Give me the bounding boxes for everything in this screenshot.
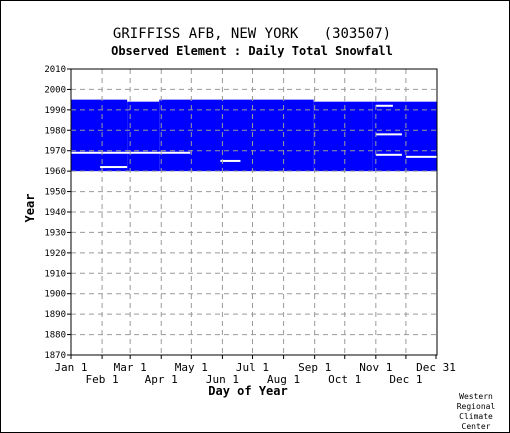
grid-lines [71, 69, 437, 355]
x-axis-ticks: Jan 1 Mar 1 May 1 Jul 1 Sep 1 Nov 1 Dec 31 Feb … [54, 355, 456, 386]
coverage-block-5 [372, 101, 437, 172]
y-tick-label-1920: 1920 [44, 249, 66, 259]
y-tick-label-1940: 1940 [44, 208, 66, 218]
y-tick-label-1960: 1960 [44, 167, 66, 177]
missing-gap-5 [375, 153, 402, 156]
coverage-block-1 [71, 99, 128, 172]
x-tick-label-aug-1: Aug 1 [267, 373, 300, 386]
chart-subtitle: Observed Element : Daily Total Snowfall [111, 44, 393, 58]
y-tick-label-1990: 1990 [44, 106, 66, 116]
x-tick-label-dec-1: Dec 1 [389, 373, 422, 386]
y-tick-label-2010: 2010 [44, 65, 66, 75]
x-tick-label-feb-1: Feb 1 [86, 373, 119, 386]
y-tick-label-1910: 1910 [44, 269, 66, 279]
y-tick-label-2000: 2000 [44, 85, 66, 95]
x-tick-label-nov-1: Nov 1 [359, 361, 392, 374]
coverage-block-4 [313, 101, 373, 172]
missing-gap-6 [375, 104, 393, 107]
y-axis-label: Year [23, 194, 37, 223]
x-tick-label-may-1: May 1 [175, 361, 208, 374]
x-tick-label-sep-1: Sep 1 [298, 361, 331, 374]
y-axis-ticks: 1870 1880 1890 1900 1910 1920 1930 1940 1950 1960… [44, 65, 71, 361]
missing-gap-4 [375, 133, 402, 136]
x-tick-label-jun-1: Jun 1 [206, 373, 239, 386]
missing-gap-2 [100, 166, 128, 169]
y-tick-label-1890: 1890 [44, 310, 66, 320]
y-tick-label-1870: 1870 [44, 351, 66, 361]
y-tick-label-1970: 1970 [44, 147, 66, 157]
missing-gap-7 [405, 155, 437, 158]
data-coverage [71, 99, 437, 172]
credit-line-3: Climate [459, 412, 493, 421]
credit-line-1: Western [459, 392, 493, 401]
coverage-block-3 [159, 99, 314, 172]
missing-data-gaps [71, 104, 437, 169]
y-tick-label-1980: 1980 [44, 126, 66, 136]
missing-gap-3 [220, 159, 241, 162]
missing-gap-1 [71, 151, 191, 154]
x-tick-label-dec-31: Dec 31 [416, 361, 456, 374]
x-tick-label-jul-1: Jul 1 [236, 361, 269, 374]
y-tick-label-1930: 1930 [44, 228, 66, 238]
credit-line-2: Regional [457, 402, 496, 411]
x-axis-label: Day of Year [208, 384, 287, 398]
y-tick-label-1880: 1880 [44, 331, 66, 341]
credit-line-4: Center [462, 422, 491, 431]
y-tick-label-1900: 1900 [44, 290, 66, 300]
y-tick-label-1950: 1950 [44, 188, 66, 198]
x-tick-label-mar-1: Mar 1 [114, 361, 147, 374]
x-tick-label-oct-1: Oct 1 [328, 373, 361, 386]
x-tick-label-jan-1: Jan 1 [54, 361, 87, 374]
x-tick-label-apr-1: Apr 1 [145, 373, 178, 386]
coverage-block-2 [127, 101, 160, 172]
chart-title: GRIFFISS AFB, NEW YORK (303507) [113, 26, 391, 42]
credit-block: Western Regional Climate Center [457, 392, 496, 431]
